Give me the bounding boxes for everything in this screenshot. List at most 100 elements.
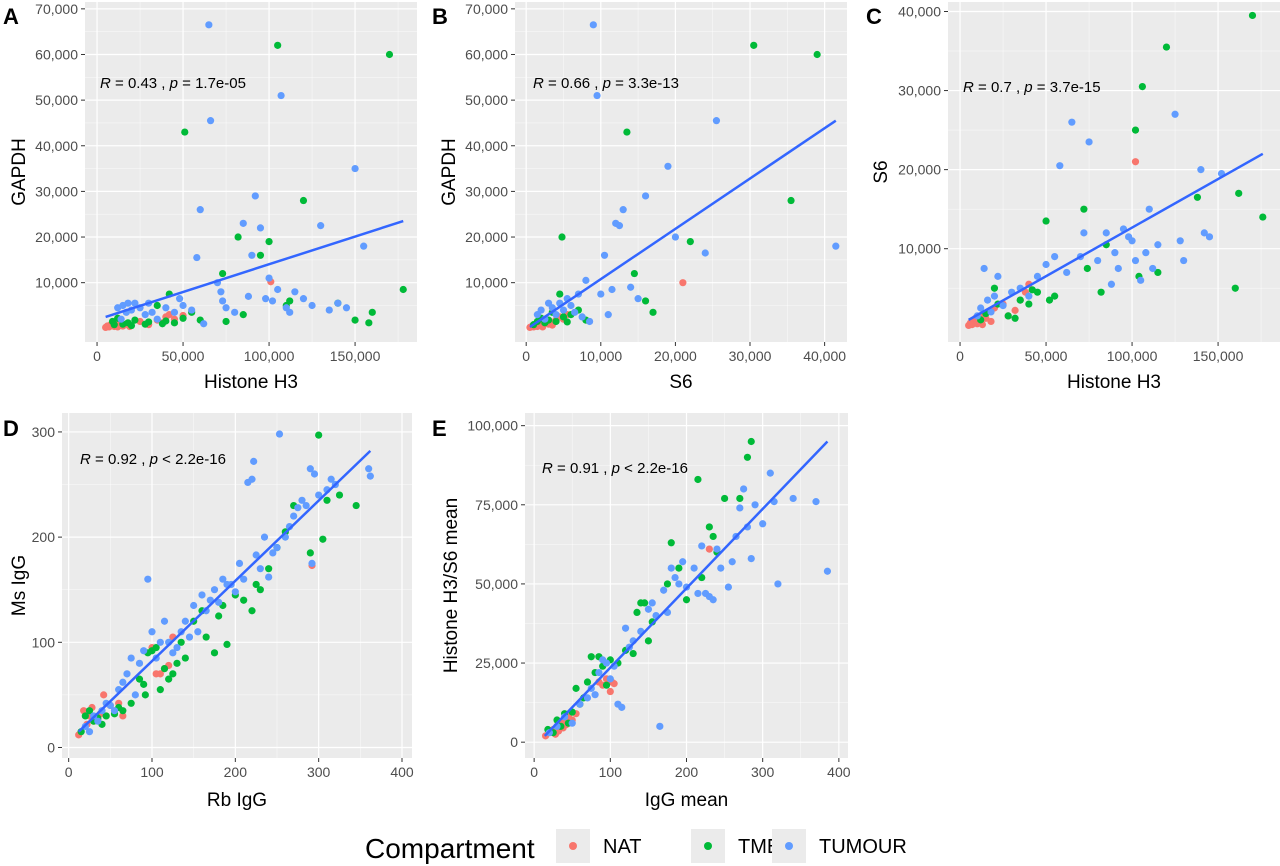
panel-d-x-axis-title: Rb IgG [207, 790, 267, 811]
data-point-tme [602, 681, 611, 689]
y-tick-label: 40,000 [465, 138, 508, 154]
data-point-tumour [1111, 249, 1119, 257]
panel-c-points [965, 11, 1267, 329]
y-tick-label: 50,000 [35, 92, 78, 108]
data-point-tumour [583, 694, 592, 702]
stat-p-label: p [611, 460, 620, 477]
x-tick-label: 100,000 [244, 348, 295, 364]
data-point-tme [162, 317, 170, 325]
data-point-tme [252, 580, 260, 589]
panel-c-correlation-label: R = 0.7 , p = 3.7e-15 [963, 79, 1101, 96]
data-point-tumour [185, 633, 194, 641]
x-tick-label: 150,000 [330, 348, 381, 364]
data-point-tumour [160, 617, 169, 625]
data-point-tumour [589, 21, 597, 29]
data-point-tme [265, 565, 273, 573]
data-point-tme [319, 535, 327, 543]
data-point-tme [286, 297, 294, 305]
data-point-tumour [994, 272, 1002, 280]
panel-c-y-axis-title: S6 [871, 160, 892, 183]
y-tick-label: 10,000 [898, 241, 941, 257]
data-point-tumour [751, 501, 759, 509]
data-point-tme [1097, 288, 1105, 296]
data-point-tme [813, 50, 821, 59]
data-point-nat [705, 545, 713, 553]
data-point-tme [558, 233, 566, 241]
x-tick-label: 200 [224, 764, 248, 780]
data-point-tumour [728, 558, 736, 566]
panel-d-correlation-label: R = 0.92 , p < 2.2e-16 [80, 451, 226, 468]
data-point-tumour [248, 251, 256, 259]
data-point-tumour [85, 728, 94, 736]
data-point-tumour [144, 575, 152, 583]
data-point-tumour [190, 601, 198, 610]
data-point-tme [223, 640, 231, 649]
stat-p-label: p [149, 451, 158, 468]
data-point-tumour [608, 285, 616, 294]
y-tick-label: 200 [32, 529, 56, 545]
stat-p-label: p [169, 75, 178, 92]
data-point-tumour [342, 304, 351, 312]
data-point-tumour [248, 475, 256, 483]
stat-p-text: = 1.7e-05 [178, 75, 246, 92]
stat-p-text: = 3.3e-13 [611, 75, 679, 92]
data-point-tme [152, 643, 160, 652]
data-point-tumour [286, 308, 294, 316]
data-point-tumour [644, 605, 653, 613]
data-point-tumour [823, 567, 832, 575]
data-point-tme [747, 437, 755, 446]
stat-p-text: < 2.2e-16 [620, 460, 688, 477]
data-point-tumour [660, 586, 668, 594]
data-point-tme [675, 564, 683, 572]
data-point-tme [682, 596, 691, 604]
data-point-tme [787, 196, 795, 205]
data-point-tumour [260, 533, 269, 541]
data-point-tumour [274, 285, 282, 294]
data-point-tumour [664, 162, 672, 170]
data-point-tme [1138, 83, 1146, 91]
data-point-tumour [273, 544, 281, 552]
data-point-tumour [141, 311, 149, 319]
data-point-tumour [1102, 229, 1110, 237]
legend: Compartment NAT TME TUMOUR [365, 829, 907, 864]
data-point-tumour [690, 564, 698, 572]
y-tick-label: 10,000 [35, 275, 78, 291]
data-point-tumour [667, 564, 675, 572]
data-point-tme [202, 633, 210, 641]
data-point-tumour [606, 675, 614, 683]
data-point-tumour [694, 589, 702, 598]
y-tick-label: 70,000 [35, 1, 78, 17]
data-point-tme [131, 316, 139, 324]
data-point-tumour [1197, 166, 1205, 174]
data-point-tumour [1063, 268, 1071, 277]
y-tick-label: 30,000 [465, 183, 508, 199]
data-point-tumour [983, 296, 992, 304]
data-point-tme [165, 675, 173, 683]
data-point-tumour [196, 206, 204, 214]
y-tick-label: 50,000 [475, 576, 518, 592]
data-point-tme [256, 586, 264, 594]
data-point-tumour [205, 21, 213, 29]
legend-item-tumour: TUMOUR [772, 829, 907, 863]
data-point-tme [239, 311, 247, 319]
panel-e: 0 100 200 300 400 0 25,000 50,000 75,000 100,000 R… [432, 413, 851, 811]
panel-d: 0 100 200 300 400 0 100 200 300 R = 0.92 , p < 2.… [3, 413, 414, 811]
x-tick-label: 150,000 [1193, 348, 1244, 364]
x-tick-label: 0 [65, 764, 73, 780]
data-point-tme [1042, 217, 1050, 225]
data-point-tumour [244, 292, 253, 300]
data-point-tme [663, 580, 672, 588]
data-point-tumour [210, 586, 219, 594]
data-point-tumour [1142, 249, 1150, 257]
data-point-nat [987, 317, 995, 326]
data-point-tumour [317, 222, 325, 230]
data-point-tumour [578, 313, 586, 321]
data-point-tumour [595, 668, 603, 677]
data-point-tumour [1154, 241, 1162, 249]
panel-d-y-axis-title: Ms IgG [9, 555, 30, 616]
data-point-tumour [1176, 237, 1184, 245]
y-tick-label: 60,000 [35, 46, 78, 62]
series-tumour [973, 110, 1226, 320]
data-point-tumour [990, 292, 999, 300]
data-point-tumour [759, 520, 767, 528]
